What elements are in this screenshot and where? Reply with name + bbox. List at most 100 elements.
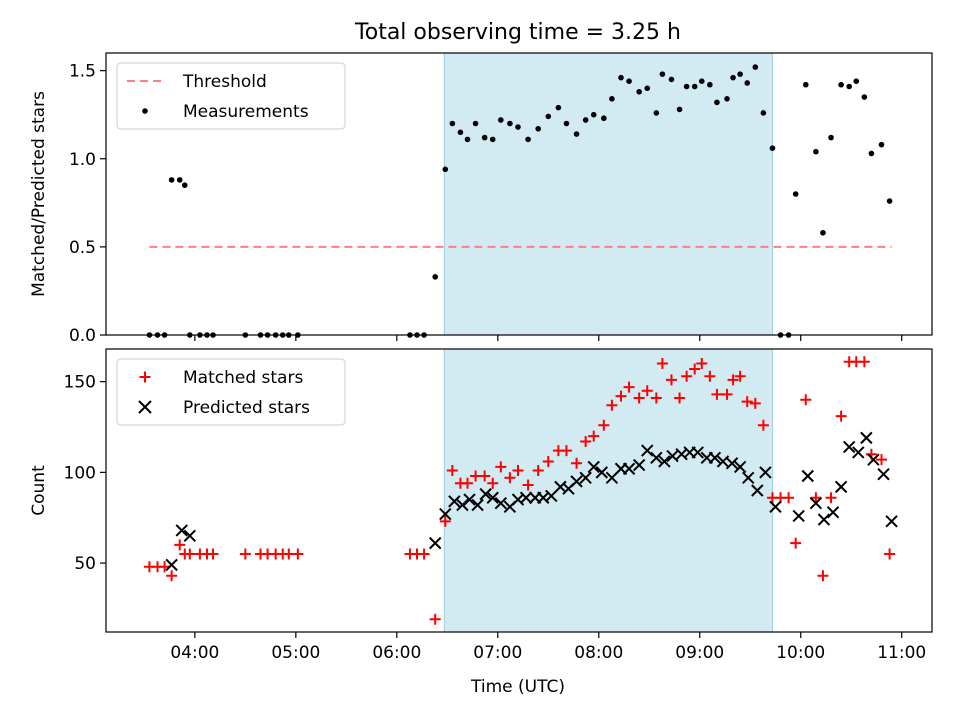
panel1-y-tick-label: 0.0 <box>69 326 96 346</box>
x-tick-label: 08:00 <box>574 643 623 663</box>
panel1-measurements-point <box>769 145 776 151</box>
panel2-matched-stars-point <box>681 370 693 382</box>
panel2-predicted-stars-point <box>463 493 476 506</box>
panel2-predicted-stars-point <box>183 529 197 543</box>
panel2-predicted-stars-point <box>641 444 654 457</box>
panel2-predicted-stars-point <box>428 536 442 550</box>
panel1-measurements-point <box>698 78 705 84</box>
panel2-predicted-stars-point <box>852 446 865 459</box>
panel1-measurements-point <box>618 74 624 81</box>
panel2-matched-stars-point <box>512 465 524 477</box>
panel2-predicted-stars-point <box>439 507 452 521</box>
panel1-observing-window <box>443 52 773 336</box>
panel2-matched-stars-point <box>633 392 645 404</box>
panel2-predicted-stars-point <box>885 515 898 528</box>
panel2-matched-stars-point <box>542 455 554 467</box>
panel2-matched-stars-point <box>429 613 441 625</box>
panel2-matched-stars-point <box>783 492 795 504</box>
panel1-y-tick-label: 1.0 <box>69 150 96 170</box>
panel1-measurements-point <box>861 94 868 100</box>
panel1-y-tick-label: 1.5 <box>69 62 96 82</box>
panel2-predicted-stars-point <box>834 480 848 494</box>
panel2-legend-marker <box>139 371 151 383</box>
panel2-matched-stars-point <box>606 399 618 411</box>
panel2-matched-stars-point <box>641 385 653 397</box>
panel2-predicted-stars-point <box>494 496 508 510</box>
x-tick-label: 11:00 <box>877 643 926 663</box>
panel2-matched-stars-point <box>674 392 686 404</box>
panel1-measurements-point <box>464 136 471 143</box>
panel2-matched-stars-point <box>479 470 491 482</box>
panel2-predicted-stars-point <box>479 487 492 501</box>
panel1-legend-label: Threshold <box>182 72 267 92</box>
panel2-matched-stars-point <box>462 477 474 489</box>
panel2-predicted-stars-point <box>519 491 533 504</box>
panel1-measurements-point <box>724 96 730 102</box>
panel1-measurements-point <box>878 141 885 148</box>
panel2-matched-stars-point <box>835 410 847 422</box>
panel2-matched-stars-point <box>174 539 186 551</box>
panel2-matched-stars-point <box>810 492 822 504</box>
panel1-measurements-point <box>802 81 809 88</box>
panel1-measurements-point <box>813 148 819 155</box>
panel2-matched-stars-point <box>790 537 802 549</box>
panel2-matched-stars-point <box>439 515 451 527</box>
panel2-matched-stars-point <box>532 465 544 477</box>
panel1-y-tick-label: 0.5 <box>69 238 96 258</box>
panel1-measurements-point <box>181 182 188 188</box>
panel1-measurements-point <box>792 191 799 197</box>
panel1-measurements-point <box>653 110 660 116</box>
panel2-matched-stars-point <box>588 430 600 442</box>
panel2-matched-stars-point <box>580 436 592 448</box>
panel2-matched-stars-point <box>825 492 837 504</box>
panel1-measurements-point <box>449 120 456 127</box>
panel1-measurements-point <box>744 80 751 86</box>
panel1-measurements-point <box>601 115 607 122</box>
panel2-predicted-stars-point <box>165 558 178 572</box>
panel2-y-axis-label: Count <box>29 465 49 516</box>
panel2-matched-stars-point <box>741 396 753 408</box>
panel1-measurements-point <box>573 131 580 137</box>
panel2-predicted-stars-point <box>708 451 722 465</box>
panel2-predicted-stars-point <box>632 458 646 472</box>
panel1-measurements-point <box>752 64 759 70</box>
panel2-matched-stars-point <box>159 561 171 573</box>
panel1-measurements-point <box>481 134 488 141</box>
panel1-measurements-point <box>760 110 767 116</box>
panel2-matched-stars-point <box>495 461 507 473</box>
panel2-matched-stars-point <box>711 388 723 400</box>
panel2-matched-stars-point <box>184 548 196 560</box>
panel2-predicted-stars-point <box>817 513 831 526</box>
panel2-matched-stars-point <box>623 381 635 393</box>
panel2-matched-stars-point <box>656 358 668 370</box>
panel2-predicted-stars-point <box>486 491 499 504</box>
panel2-matched-stars-point <box>800 394 812 406</box>
panel1-measurements-point <box>457 129 464 136</box>
panel2-matched-stars-point <box>292 548 304 560</box>
panel1-measurements-point <box>886 198 893 204</box>
panel2-matched-stars-point <box>689 363 701 375</box>
x-tick-label: 09:00 <box>675 643 724 663</box>
panel2-predicted-stars-point <box>579 471 592 485</box>
panel2-predicted-stars-point <box>867 453 880 466</box>
panel1-legend-marker <box>142 108 148 114</box>
x-axis-label: Time (UTC) <box>470 677 565 697</box>
panel1-measurements-point <box>730 74 736 81</box>
panel2-y-tick-label: 100 <box>64 463 96 483</box>
panel1-measurements-point <box>176 177 183 183</box>
panel1-measurements-point <box>659 71 666 77</box>
panel1-measurements-point <box>525 136 531 143</box>
panel1-y-axis-label: Matched/Predicted stars <box>29 91 49 297</box>
panel1-measurements-point <box>644 85 651 92</box>
panel1-measurements-point <box>853 78 860 84</box>
panel2-matched-stars-point <box>696 358 708 370</box>
panel2-matched-stars-point <box>817 570 829 582</box>
panel1-measurements-point <box>846 83 852 90</box>
panel2-predicted-stars-point <box>742 471 755 485</box>
panel2-matched-stars-point <box>207 548 219 560</box>
panel2-matched-stars-point <box>560 445 572 457</box>
panel2-predicted-stars-point <box>842 440 856 454</box>
panel2-y-tick-label: 150 <box>64 373 96 393</box>
